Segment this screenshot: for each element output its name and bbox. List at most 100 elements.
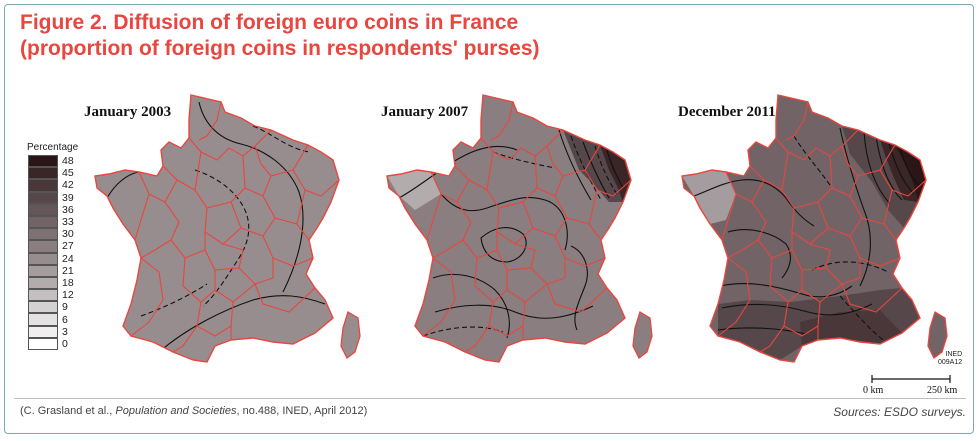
legend-swatch (28, 179, 58, 192)
legend-label: 3 (62, 325, 68, 338)
region-border (198, 101, 222, 141)
region-border (464, 301, 494, 353)
legend-label: 30 (62, 228, 74, 241)
region-border (430, 171, 470, 203)
region-border (725, 171, 765, 203)
isoline (198, 101, 304, 293)
legend-swatch (28, 167, 58, 180)
region-border (530, 258, 566, 285)
legend-swatch (28, 203, 58, 216)
region-border (172, 301, 202, 353)
citation-journal: Population and Societies (115, 405, 237, 417)
figure-subtitle: (proportion of foreign coins in responde… (20, 37, 540, 60)
value-zone (800, 310, 902, 346)
region-border (783, 325, 819, 337)
ined-code-line1: INED (945, 351, 963, 358)
ined-code-line2: 009A12 (938, 359, 963, 366)
region-border (170, 232, 206, 259)
legend-label: 48 (62, 155, 74, 168)
legend-label: 24 (62, 252, 74, 265)
ined-code: INED 009A12 (938, 351, 962, 367)
map-content (682, 101, 927, 360)
legend-swatch (28, 215, 58, 229)
region-border (254, 283, 316, 313)
legend-label: 18 (62, 276, 74, 289)
citation-suffix: , no.488, INED, April 2012) (236, 405, 368, 417)
region-border (454, 151, 494, 191)
region-border (490, 101, 514, 141)
region-border (262, 235, 314, 267)
legend-row: 45 (28, 167, 74, 180)
legend-swatch (28, 240, 58, 253)
region-border (785, 101, 809, 141)
legend-swatch (28, 191, 58, 204)
scale-label-start: 0 km (863, 385, 884, 396)
legend-label: 9 (62, 301, 68, 314)
region-border (849, 189, 893, 225)
corsica-fill (341, 312, 360, 358)
legend-swatch (28, 228, 58, 241)
map-caption-2011: December 2011 (678, 104, 776, 120)
legend-row: 30 (28, 228, 74, 241)
legend-swatch (28, 289, 58, 302)
isoline (693, 179, 815, 227)
map-caption-2003: January 2003 (84, 104, 172, 120)
region-border (879, 169, 927, 197)
isoline (875, 135, 903, 201)
legend-label: 36 (62, 203, 74, 216)
region-border (130, 257, 164, 337)
value-zone (563, 130, 631, 202)
sources-note: Sources: ESDO surveys. (833, 405, 966, 419)
isoline (558, 129, 592, 201)
region-border (757, 232, 793, 259)
region-border (262, 189, 306, 225)
legend-row: 3 (28, 325, 74, 338)
isoline (194, 169, 250, 307)
legend-row: 39 (28, 191, 74, 204)
legend: 48 45 42 39 36 33 30 27 24 21 18 12 9 6 3 0 (28, 155, 74, 350)
legend-swatch (28, 155, 58, 168)
isoline (839, 127, 871, 287)
region-border (162, 151, 202, 191)
legend-swatch (28, 264, 58, 277)
region-border (238, 258, 274, 285)
legend-title: Percentage (27, 142, 79, 153)
isoline (480, 227, 527, 263)
isoline (434, 304, 594, 319)
legend-swatch (28, 276, 58, 290)
footer-divider (14, 398, 966, 399)
legend-row: 21 (28, 264, 74, 277)
isoline (140, 283, 208, 317)
region-border (196, 325, 232, 337)
scale-bar (871, 375, 951, 383)
corsica-border (632, 311, 653, 359)
isoline (839, 295, 887, 343)
region-border (296, 223, 310, 241)
legend-row: 42 (28, 179, 74, 192)
region-border (422, 257, 456, 337)
legend-row: 0 (28, 337, 74, 350)
isoline (727, 229, 791, 279)
legend-label: 21 (62, 264, 74, 277)
region-border (825, 258, 861, 285)
legend-row: 18 (28, 276, 74, 290)
legend-label: 42 (62, 179, 74, 192)
isoline (594, 145, 618, 195)
map-caption-2007: January 2007 (381, 104, 469, 120)
legend-row: 24 (28, 252, 74, 265)
corsica-fill (633, 312, 652, 358)
legend-label: 33 (62, 216, 74, 229)
legend-row: 33 (28, 215, 74, 229)
map-content (106, 101, 340, 353)
legend-label: 45 (62, 167, 74, 180)
region-border (588, 223, 602, 241)
legend-swatch (28, 313, 58, 326)
citation-prefix: (C. Grasland et al., (20, 405, 116, 417)
legend-row: 36 (28, 203, 74, 216)
legend-swatch (28, 252, 58, 265)
country-border (386, 94, 632, 363)
corsica-border (927, 311, 948, 359)
france-map (94, 94, 361, 363)
isoline (793, 135, 833, 189)
